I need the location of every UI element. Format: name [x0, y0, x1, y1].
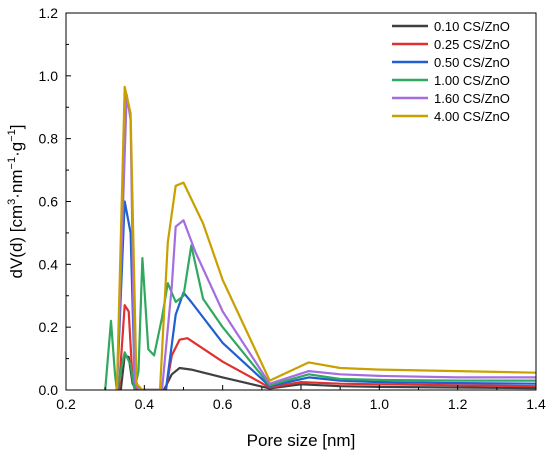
- x-tick-label: 1.0: [370, 396, 390, 412]
- x-tick-label: 0.6: [213, 396, 233, 412]
- y-axis-label: dV(d) [cm3·nm−1·g−1]: [6, 124, 26, 278]
- y-tick-label: 0.4: [39, 256, 59, 272]
- x-tick-label: 0.8: [291, 396, 311, 412]
- series-line: [117, 304, 536, 390]
- x-axis-label: Pore size [nm]: [247, 431, 356, 450]
- plot-frame: [65, 12, 537, 391]
- y-tick-label: 0.2: [39, 319, 59, 335]
- series-line: [115, 93, 536, 390]
- y-tick-label: 0.0: [39, 382, 59, 398]
- legend-label: 0.10 CS/ZnO: [434, 19, 510, 34]
- legend-label: 0.50 CS/ZnO: [434, 55, 510, 70]
- y-tick-label: 0.8: [39, 131, 59, 147]
- x-tick-label: 1.2: [448, 396, 468, 412]
- legend: 0.10 CS/ZnO 0.25 CS/ZnO 0.50 CS/ZnO 1.00 CS…: [392, 19, 510, 124]
- legend-label: 1.00 CS/ZnO: [434, 73, 510, 88]
- y-tick-label: 1.2: [39, 5, 59, 21]
- x-tick-label: 0.2: [56, 396, 76, 412]
- legend-label: 0.25 CS/ZnO: [434, 37, 510, 52]
- legend-label: 1.60 CS/ZnO: [434, 91, 510, 106]
- x-tick-label: 0.4: [135, 396, 155, 412]
- y-tick-label: 0.6: [39, 194, 59, 210]
- series-layer: [104, 85, 536, 390]
- series-line: [115, 85, 536, 390]
- legend-label: 4.00 CS/ZnO: [434, 109, 510, 124]
- x-tick-label: 1.4: [526, 396, 546, 412]
- axis-layer: 0.2 0.4 0.6 0.8 1.0 1.2 1.40.00.20.40.60.81.01…: [39, 5, 546, 412]
- y-tick-label: 1.0: [39, 68, 59, 84]
